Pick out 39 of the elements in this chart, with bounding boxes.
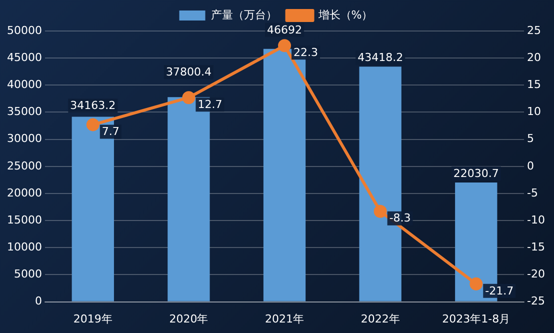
data-label: 22.3 (294, 46, 318, 59)
data-label: 34163.2 (70, 99, 116, 112)
y-tick-label: 40000 (6, 78, 42, 92)
x-tick-label: 2019年 (73, 312, 112, 326)
y2-tick-label: -5 (527, 186, 538, 200)
y-tick-label: 15000 (6, 213, 42, 226)
y2-tick-label: 5 (527, 132, 534, 146)
y2-tick-label: -15 (527, 240, 545, 254)
y-tick-label: 25000 (6, 159, 42, 172)
y2-tick-label: -10 (527, 213, 545, 226)
y2-tick-label: 20 (527, 50, 542, 64)
y2-tick-label: 0 (527, 159, 534, 172)
y-tick-label: 20000 (6, 186, 42, 200)
data-label: -8.3 (389, 212, 411, 225)
y-tick-label: 45000 (6, 50, 42, 64)
y-tick-label: 10000 (6, 240, 42, 254)
y-tick-label: 0 (34, 294, 42, 308)
legend-label: 增长（%） (317, 8, 373, 22)
legend-label: 产量（万台） (210, 8, 277, 22)
x-tick-label: 2022年 (360, 312, 400, 326)
x-tick-label: 2023年1-8月 (442, 312, 510, 326)
x-tick-label: 2020年 (169, 312, 208, 326)
y-tick-label: 50000 (6, 24, 42, 37)
x-tick-label: 2021年 (265, 312, 304, 326)
data-label: 43418.2 (358, 51, 404, 64)
y-tick-label: 35000 (6, 105, 42, 118)
data-label: 46692 (267, 23, 302, 36)
y2-tick-label: 25 (527, 24, 542, 37)
y-tick-label: 30000 (6, 132, 42, 146)
y2-tick-label: 10 (527, 105, 542, 118)
y2-tick-label: 15 (527, 78, 542, 92)
data-label: 7.7 (102, 125, 120, 138)
y-tick-label: 5000 (14, 268, 42, 281)
y2-tick-label: -20 (527, 268, 545, 281)
y2-tick-label: -25 (527, 294, 545, 308)
data-label: 22030.7 (453, 166, 499, 180)
data-label: -21.7 (485, 284, 514, 298)
data-label: 12.7 (198, 98, 222, 111)
data-label: 37800.4 (166, 65, 212, 78)
